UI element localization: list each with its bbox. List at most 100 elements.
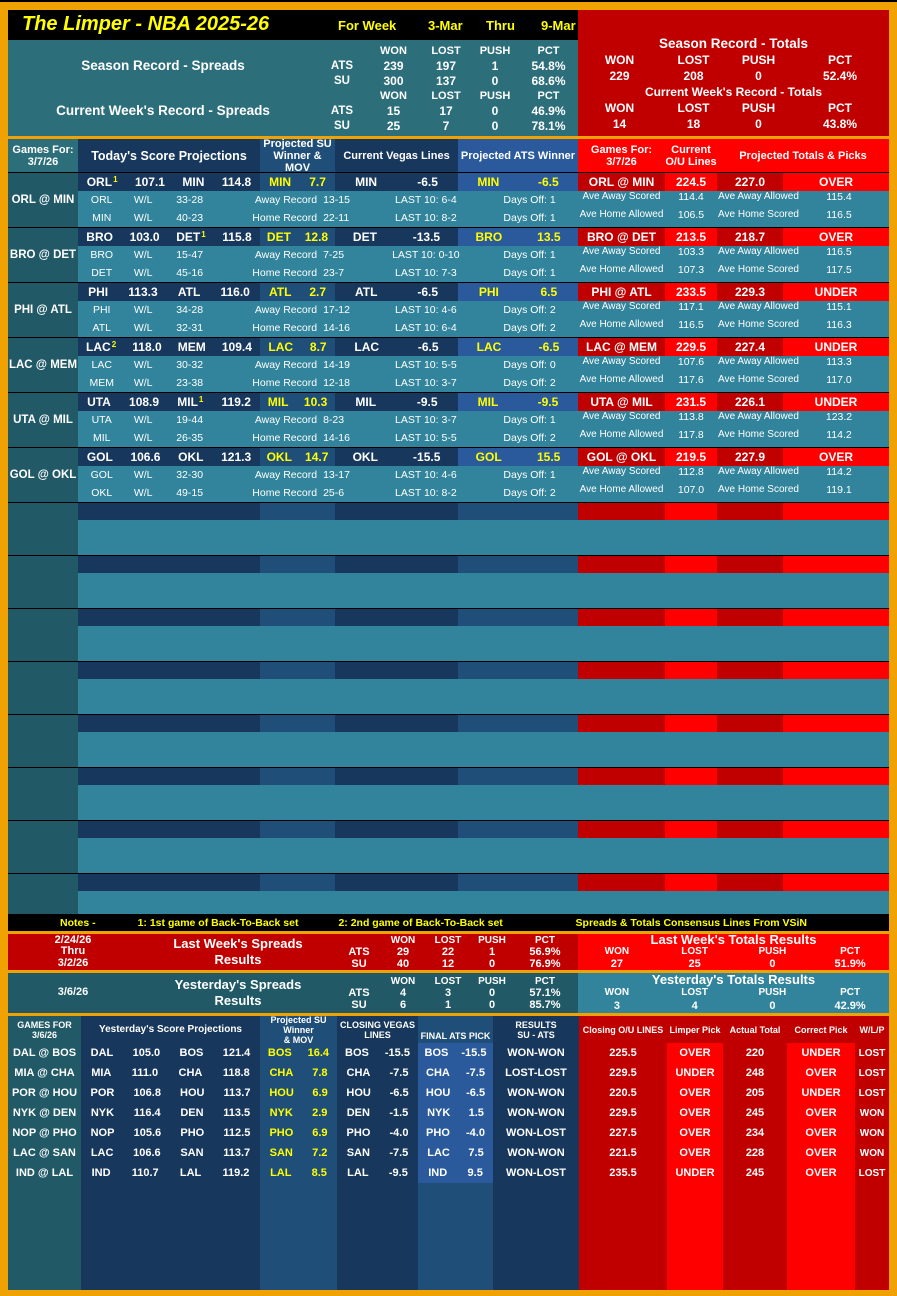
results-correct-pick-cell: OVER (787, 1063, 855, 1083)
season-totals-title: Season Record - Totals (658, 35, 809, 51)
consensus-source-note: Spreads & Totals Consensus Lines From VS… (575, 916, 807, 929)
week-totals-title: Current Week's Record - Totals (644, 85, 823, 99)
home-projected-score: 113.7 (223, 1087, 251, 1099)
results-closing-line-cell: CHA -7.5 (337, 1063, 418, 1083)
results-row: IND @ LAL IND 110.7 LAL 119.2 LAL 8.5 LAL -9.5 IN… (8, 1163, 889, 1183)
main-table-header-row: Games For: 3/7/26 Today's Score Projectio… (8, 138, 889, 174)
score-projection-cell: UTA 108.9 MIL 1 119.2 (78, 393, 260, 411)
empty-group-body (78, 662, 889, 714)
results-su-ats-cell: WON-WON (493, 1143, 579, 1163)
results-matchup: NYK @ DEN (8, 1103, 81, 1123)
results-actual-total-header: Actual Total (723, 1016, 787, 1043)
venue-record-value: 12-18 (323, 377, 350, 389)
score-projection-cell: BRO 103.0 DET 1 115.8 (78, 228, 260, 246)
results-su-winner-cell: SAN 7.2 (260, 1143, 337, 1163)
ats-pick-team: MIL (477, 395, 499, 409)
venue-record-value: 13-15 (323, 194, 350, 206)
results-su-ats-cell: WON-WON (493, 1043, 579, 1063)
game-group: LAC @ MEM LAC 2 118.0 MEM 109.4 LAC 8.7 LAC -6.5 L… (8, 337, 889, 392)
home-team: LAL (179, 1167, 202, 1179)
su-winner-team: NYK (269, 1107, 293, 1119)
wl-label: W/L (133, 359, 153, 371)
yesterday-date: 3/6/26 (57, 986, 89, 999)
game-group-body: ORL 1 107.1 MIN 114.8 MIN 7.7 MIN -6.5 MIN -6.5 ORL… (78, 173, 889, 227)
wl-record: 45-16 (176, 267, 204, 279)
closing-line-value: -15.5 (384, 1047, 410, 1059)
team-abbr: ATL (92, 322, 111, 334)
empty-game-group (8, 555, 889, 608)
score-projections-header: Today's Score Projections (78, 139, 260, 172)
game-group: PHI @ ATL PHI 113.3 ATL 116.0 ATL 2.7 ATL -6.5 PH… (8, 282, 889, 337)
su-winner-cell: MIN 7.7 (260, 173, 335, 191)
days-off-value: Days Off: 2 (503, 487, 556, 499)
venue-record-label: Home Record (252, 377, 318, 389)
ats-pick-line: -6.5 (538, 340, 560, 354)
score-projection-cell: LAC 2 118.0 MEM 109.4 (78, 338, 260, 356)
ou-line-cell: 224.5 (665, 173, 717, 191)
final-ats-line: -4.0 (465, 1127, 485, 1139)
game-header-row: UTA 108.9 MIL 1 119.2 MIL 10.3 MIL -9.5 MIL -9.5 UT… (78, 393, 889, 411)
su-winner-team: LAL (270, 1167, 292, 1179)
su-winner-team: LAC (268, 340, 294, 354)
home-team: DET 1 (176, 230, 205, 245)
avg-label: Ave Away Scored (582, 191, 661, 202)
wl-record: 33-28 (176, 194, 204, 206)
game-group: ORL @ MIN ORL 1 107.1 MIN 114.8 MIN 7.7 MIN -6.5 M… (8, 172, 889, 227)
ats-pick-team: GOL (475, 450, 502, 464)
results-closing-ou-cell: 221.5 (579, 1143, 667, 1163)
final-ats-team: PHO (426, 1127, 450, 1139)
results-limper-pick-cell: OVER (667, 1143, 723, 1163)
empty-header-stripe (78, 662, 889, 679)
game-header-row: BRO 103.0 DET 1 115.8 DET 12.8 DET -13.5 BRO 13.5 B… (78, 228, 889, 246)
week-spreads-ats-row: Current Week's Record - Spreads ATS 15 1… (8, 103, 578, 118)
su-winner-team: ATL (268, 285, 292, 299)
ats-winner-cell: PHI 6.5 (458, 283, 578, 301)
results-projections-header: Yesterday's Score Projections (81, 1016, 260, 1043)
team-abbr: LAC (86, 340, 111, 354)
su-winner-cell: LAC 8.7 (260, 338, 335, 356)
avg-value: 115.4 (826, 191, 852, 203)
last-week-spreads: 2/24/26 Thru 3/2/26 Last Week's Spreads Res… (8, 934, 578, 970)
game-header-row: LAC 2 118.0 MEM 109.4 LAC 8.7 LAC -6.5 LAC -6.5 LAC… (78, 338, 889, 356)
away-team: MIA (91, 1067, 112, 1079)
su-winner-mov: 12.8 (304, 230, 329, 244)
results-su-winner-cell: BOS 16.4 (260, 1043, 337, 1063)
empty-game-group (8, 661, 889, 714)
vegas-line-value: -13.5 (412, 230, 441, 244)
game-group: UTA @ MIL UTA 108.9 MIL 1 119.2 MIL 10.3 MIL -9.5… (8, 392, 889, 447)
venue-record-value: 22-11 (323, 212, 350, 224)
matchup-cell: BRO @ DET (578, 228, 665, 246)
yesterday-spreads: 3/6/26 Yesterday's Spreads Results WON LOS… (8, 973, 578, 1013)
venue-record-value: 17-12 (323, 304, 350, 316)
avg-value: 116.5 (826, 246, 852, 258)
wl-label: W/L (133, 469, 153, 481)
wl-record: 19-44 (176, 414, 204, 426)
ats-pick-line: 15.5 (536, 450, 561, 464)
total-pick-cell: UNDER (783, 283, 889, 301)
results-actual-total-cell: 248 (723, 1063, 787, 1083)
results-su-ats-cell: WON-LOST (493, 1163, 579, 1183)
results-wlp-cell: WON (855, 1123, 889, 1143)
away-team: IND (91, 1167, 111, 1179)
team-record-cells: ORL W/L 33-28 Away Record 13-15 LAST 10: 6-4 D… (78, 191, 578, 209)
su-winner-mov: 10.3 (303, 395, 328, 409)
ats-pick-team: PHI (478, 285, 499, 299)
back-to-back-marker: 1 (198, 394, 204, 404)
game-matchup-label: UTA @ MIL (8, 393, 78, 447)
closing-favorite-team: BOS (345, 1047, 369, 1059)
score-projection-cell: ORL 1 107.1 MIN 114.8 (78, 173, 260, 191)
empty-group-body (78, 609, 889, 661)
closing-line-value: -4.0 (389, 1127, 409, 1139)
ats-winner-cell: BRO 13.5 (458, 228, 578, 246)
days-off-value: Days Off: 1 (503, 414, 556, 426)
last10-value: LAST 10: 8-2 (394, 487, 457, 499)
su-winner-team: HOU (269, 1087, 294, 1099)
away-projected-score: 118.0 (132, 340, 162, 354)
avg-label: Ave Home Scored (718, 429, 799, 440)
ou-line-cell: 233.5 (665, 283, 717, 301)
final-ats-team: CHA (426, 1067, 450, 1079)
empty-game-label (8, 715, 78, 767)
final-ats-team: LAC (427, 1147, 450, 1159)
team-record-cells: MEM W/L 23-38 Home Record 12-18 LAST 10: 3-7 D… (78, 374, 578, 392)
empty-header-stripe (78, 556, 889, 573)
